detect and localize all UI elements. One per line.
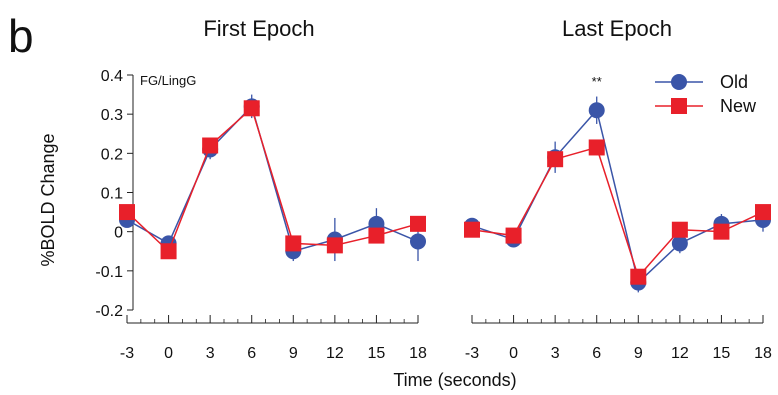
panel-last-epoch: Last Epoch ** -3 0 3 6 9 12 15 18 (464, 16, 772, 362)
data-point-new (588, 139, 605, 156)
x-tick-label: 0 (164, 345, 173, 362)
x-tick-label: 15 (368, 345, 386, 362)
data-point-new (630, 268, 647, 285)
panel-letter: b (8, 10, 34, 62)
data-point-new (243, 100, 260, 117)
data-point-new (755, 204, 771, 221)
x-tick-label: 12 (326, 345, 344, 362)
legend-old-marker (671, 74, 687, 90)
x-tick-label: 18 (754, 345, 772, 362)
x-tick-label: 3 (206, 345, 215, 362)
data-point-new (464, 221, 480, 238)
x-tick-label: 6 (592, 345, 601, 362)
y-tick-label: 0.3 (101, 107, 123, 124)
y-tick-label: 0.4 (101, 68, 123, 85)
x-tick-label: -3 (120, 345, 134, 362)
data-point-new (410, 215, 426, 232)
x-tick-label: 18 (409, 345, 427, 362)
data-point-new (160, 243, 177, 260)
series-line-old (471, 108, 764, 285)
y-tick-label: 0.2 (101, 146, 123, 163)
series-new (119, 100, 426, 260)
x-tick-label: 15 (713, 345, 731, 362)
data-point-new (671, 221, 688, 238)
significance-annotation: ** (592, 74, 602, 89)
x-axis-label: Time (seconds) (393, 370, 516, 390)
data-point-new (326, 237, 343, 254)
y-tick-label: -0.2 (95, 303, 123, 320)
panel-title-last: Last Epoch (562, 16, 672, 41)
data-point-new (285, 235, 302, 252)
legend: Old New (655, 72, 757, 116)
data-point-new (119, 204, 135, 221)
panel-title-first: First Epoch (203, 16, 314, 41)
data-point-new (202, 137, 219, 154)
x-tick-label: 9 (634, 345, 643, 362)
x-tick-label: 0 (509, 345, 518, 362)
data-point-new (505, 227, 522, 244)
x-tick-label: 3 (551, 345, 560, 362)
x-tick-label: 12 (671, 345, 689, 362)
data-point-old (588, 102, 605, 119)
data-point-old (410, 233, 426, 250)
legend-new-label: New (720, 96, 757, 116)
series-old (464, 96, 771, 293)
data-point-new (713, 223, 730, 240)
data-point-new (368, 227, 385, 244)
x-tick-label: 9 (289, 345, 298, 362)
x-tick-label: -3 (465, 345, 479, 362)
y-tick-label: 0.1 (101, 186, 123, 203)
y-tick-label: 0 (114, 225, 123, 242)
x-tick-label: 6 (247, 345, 256, 362)
series-new (464, 139, 771, 285)
legend-old-label: Old (720, 72, 748, 92)
data-point-old (671, 235, 688, 252)
data-point-new (547, 151, 564, 168)
y-axis-label: %BOLD Change (38, 133, 58, 266)
panel-first-epoch: First Epoch FG/LingG 0.4 0.3 0.2 0.1 0 -0.1 -0… (95, 16, 427, 362)
legend-new-marker (671, 98, 687, 114)
series-line-new (471, 146, 764, 279)
region-annotation: FG/LingG (140, 73, 196, 88)
y-tick-label: -0.1 (95, 264, 123, 281)
